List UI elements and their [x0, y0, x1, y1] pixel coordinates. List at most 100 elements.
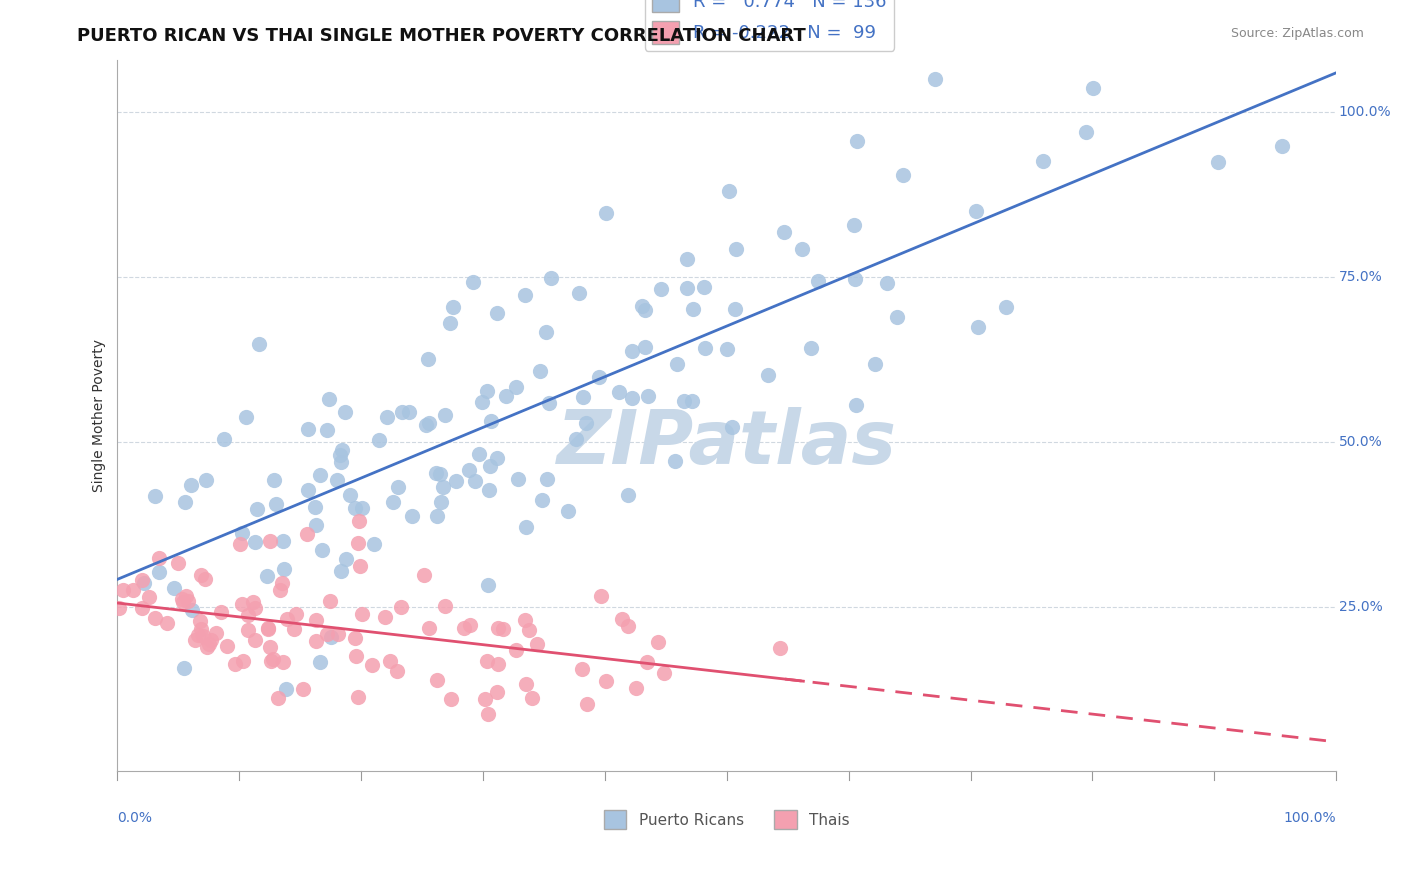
Point [485, 685, 508, 699]
Point [647, 635, 669, 649]
Point [773, 225, 796, 239]
Point [486, 621, 509, 635]
Point [485, 306, 508, 320]
Point [479, 414, 502, 428]
Point [231, 597, 253, 611]
Point [391, 405, 413, 419]
Point [231, 526, 253, 541]
Point [474, 692, 496, 706]
Text: 100.0%: 100.0% [1284, 811, 1336, 824]
Point [477, 706, 499, 721]
Point [361, 658, 384, 673]
Point [271, 656, 294, 670]
Point [311, 543, 333, 558]
Point [335, 552, 357, 566]
Point [676, 252, 699, 267]
Point [284, 607, 307, 621]
Point [259, 533, 281, 548]
Point [588, 370, 610, 384]
Point [194, 572, 217, 586]
Point [673, 394, 696, 409]
Point [195, 640, 218, 654]
Point [441, 300, 464, 314]
Point [305, 633, 328, 648]
Point [346, 536, 368, 550]
Point [273, 562, 295, 576]
Point [328, 627, 350, 641]
Point [343, 500, 366, 515]
Point [184, 633, 207, 648]
Point [429, 467, 451, 482]
Point [891, 169, 914, 183]
Point [283, 622, 305, 636]
Point [257, 622, 280, 636]
Point [271, 533, 294, 548]
Point [347, 690, 370, 704]
Point [374, 610, 396, 624]
Point [200, 632, 222, 647]
Point [515, 677, 537, 691]
Point [718, 184, 741, 198]
Point [433, 599, 456, 614]
Point [321, 630, 343, 644]
Point [166, 556, 188, 570]
Point [131, 601, 153, 615]
Point [242, 595, 264, 609]
Point [172, 595, 194, 609]
Point [475, 384, 498, 398]
Point [515, 520, 537, 534]
Point [624, 681, 647, 695]
Point [863, 357, 886, 371]
Point [477, 654, 499, 668]
Point [536, 472, 558, 486]
Point [170, 591, 193, 606]
Point [243, 633, 266, 648]
Point [505, 643, 527, 657]
Text: 75.0%: 75.0% [1339, 270, 1382, 284]
Point [461, 275, 484, 289]
Point [966, 320, 988, 334]
Point [557, 503, 579, 517]
Point [716, 343, 738, 357]
Point [617, 488, 640, 502]
Point [681, 394, 703, 409]
Point [607, 385, 630, 400]
Point [468, 447, 491, 461]
Point [756, 368, 779, 382]
Point [111, 582, 134, 597]
Point [610, 612, 633, 626]
Point [232, 654, 254, 668]
Point [425, 466, 447, 480]
Legend: Puerto Ricans, Thais: Puerto Ricans, Thais [598, 804, 856, 835]
Point [330, 442, 353, 457]
Point [636, 655, 658, 669]
Point [224, 657, 246, 672]
Text: 100.0%: 100.0% [1339, 105, 1392, 120]
Point [664, 454, 686, 468]
Point [621, 343, 644, 358]
Point [418, 416, 440, 430]
Point [259, 640, 281, 655]
Point [190, 622, 212, 636]
Point [676, 280, 699, 294]
Point [508, 472, 530, 486]
Point [565, 432, 588, 446]
Point [198, 637, 221, 651]
Point [174, 589, 197, 603]
Point [479, 459, 502, 474]
Point [432, 480, 454, 494]
Point [575, 697, 598, 711]
Point [297, 421, 319, 435]
Point [297, 527, 319, 541]
Point [349, 558, 371, 573]
Point [181, 603, 204, 617]
Point [122, 582, 145, 597]
Point [187, 628, 209, 642]
Point [526, 637, 548, 651]
Point [350, 607, 373, 622]
Point [243, 535, 266, 549]
Point [634, 340, 657, 354]
Point [478, 483, 501, 497]
Point [444, 474, 467, 488]
Point [177, 593, 200, 607]
